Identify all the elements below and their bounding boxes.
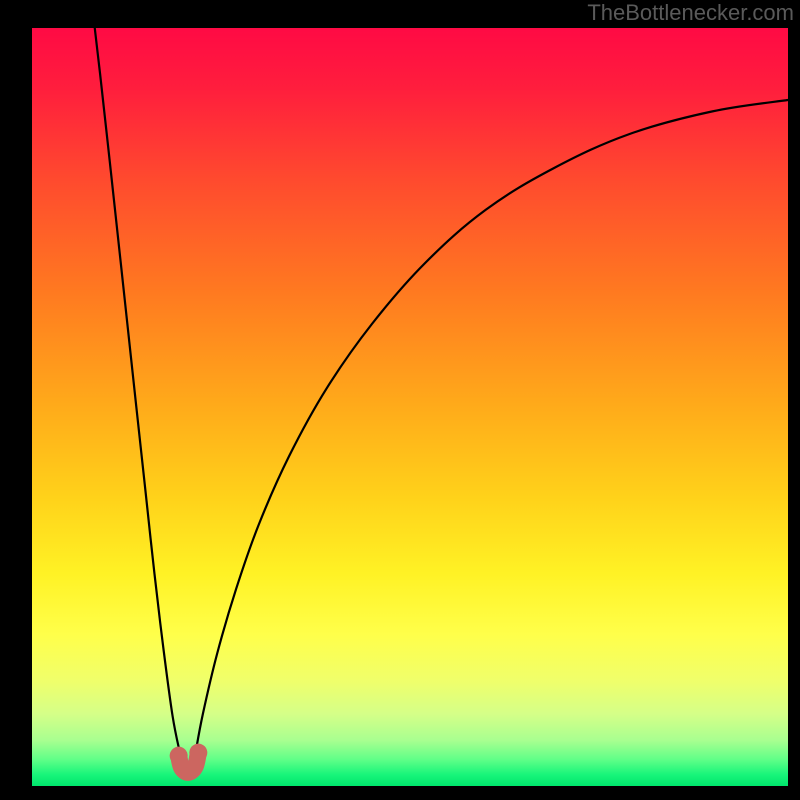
chart-container: [32, 28, 788, 786]
watermark-text: TheBottlenecker.com: [587, 0, 794, 26]
gradient-background: [32, 28, 788, 786]
optimum-marker-dot-left: [170, 747, 188, 765]
optimum-marker-dot-right: [189, 744, 207, 762]
bottleneck-chart: [32, 28, 788, 786]
